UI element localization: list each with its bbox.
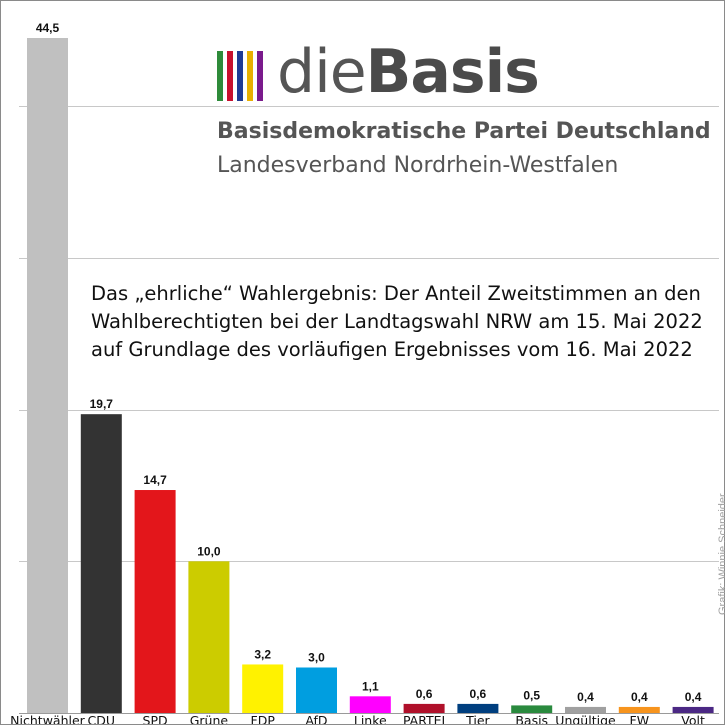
party-region: Landesverband Nordrhein-Westfalen: [217, 153, 619, 178]
bar: [565, 706, 606, 713]
bar: [403, 703, 445, 713]
chart-title-line-2: Wahlberechtigten bei der Landtagswahl NR…: [91, 310, 703, 333]
category-label: Ungültige: [555, 713, 616, 724]
logo-text-light: die: [277, 37, 367, 107]
logo-text-bold: Basis: [365, 37, 540, 107]
category-label: FDP: [251, 713, 276, 724]
category-label: FW: [630, 713, 650, 724]
bar: [672, 706, 714, 713]
chart-title-line-3: auf Grundlage des vorläufigen Ergebnisse…: [91, 338, 693, 361]
value-label: 0,4: [685, 690, 702, 704]
value-label: 10,0: [197, 544, 221, 558]
party-name: Basisdemokratische Partei Deutschland: [217, 119, 711, 144]
graphic-credit: Grafik: Winnie Schneider: [717, 493, 725, 615]
bars: [27, 38, 714, 713]
category-label: Basis: [515, 713, 548, 724]
bar: [242, 664, 284, 713]
logo-stripe: [247, 51, 253, 101]
category-label: AfD: [305, 713, 327, 724]
bar: [134, 490, 176, 713]
chart-title: Das „ehrliche“ Wahlergebnis: Der Anteil …: [91, 280, 711, 364]
value-label: 19,7: [90, 397, 114, 411]
category-label: Volt: [681, 713, 705, 724]
value-label: 0,6: [416, 687, 433, 701]
logo-stripe: [227, 51, 233, 101]
gridlines: [19, 106, 719, 562]
bar: [27, 38, 68, 713]
category-label: CDU: [88, 713, 116, 724]
category-label: PARTEI: [403, 713, 445, 724]
category-label: Nichtwähler: [10, 713, 85, 724]
bar: [296, 667, 337, 713]
category-labels: Nichtwähler CDU SPD Grüne FDP AfD Linke PARTEI T…: [10, 713, 705, 724]
logo-stripe: [257, 51, 263, 101]
logo-stripe: [237, 51, 243, 101]
category-label: Tier: [465, 713, 490, 724]
value-label: 3,0: [308, 650, 325, 664]
value-label: 0,4: [631, 690, 648, 704]
value-label: 1,1: [362, 679, 379, 693]
value-label: 0,5: [523, 688, 540, 702]
value-label: 14,7: [143, 473, 167, 487]
bar: [349, 696, 391, 713]
category-label: Grüne: [190, 713, 229, 724]
value-label: 3,2: [254, 647, 271, 661]
category-label: SPD: [143, 713, 168, 724]
category-label: Linke: [354, 713, 387, 724]
bar: [188, 561, 230, 713]
value-labels: 44,5 19,7 14,7 10,0 3,2 3,0 1,1 0,6 0,6 0,5 0,4 0,4…: [36, 21, 702, 704]
value-label: 0,4: [577, 690, 594, 704]
value-label: 44,5: [36, 21, 60, 35]
chart-title-line-1: Das „ehrliche“ Wahlergebnis: Der Anteil …: [91, 282, 701, 305]
bar: [80, 414, 122, 713]
bar: [511, 705, 553, 713]
bar: [618, 706, 660, 713]
value-label: 0,6: [470, 687, 487, 701]
logo-stripe: [217, 51, 223, 101]
logo-wordmark: dieBasis: [277, 37, 540, 107]
bar: [457, 703, 499, 713]
